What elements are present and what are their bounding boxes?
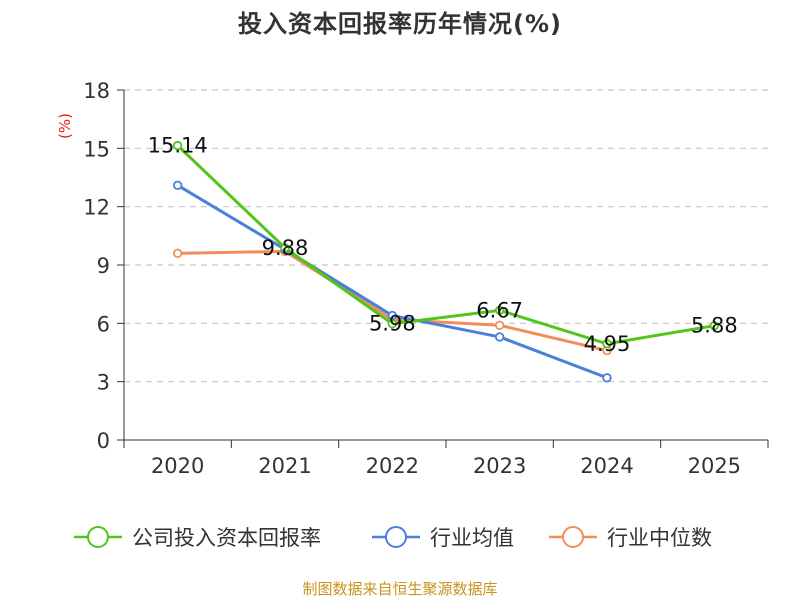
legend-item: 行业均值 xyxy=(372,526,514,550)
axes: 0 3 6 9 12 15 18 (%) 2020 2021 2022 2023 2024 2025 xyxy=(56,79,769,478)
data-point-0 xyxy=(172,140,183,151)
x-tick-label: 2025 xyxy=(688,454,741,478)
y-tick-label: 3 xyxy=(97,371,110,395)
y-tick-label: 9 xyxy=(97,254,110,278)
legend-item: 公司投入资本回报率 xyxy=(74,526,321,550)
y-tick-label: 12 xyxy=(83,196,110,220)
data-point-1 xyxy=(602,373,612,383)
data-point-1 xyxy=(172,180,183,190)
data-label: 5.88 xyxy=(691,314,738,338)
data-labels: 15.14 9.88 5.98 6.67 4.95 5.88 xyxy=(148,134,738,356)
data-point-0 xyxy=(280,243,290,253)
legend-item: 行业中位数 xyxy=(549,526,712,550)
legend-marker xyxy=(562,526,584,548)
data-label: 5.98 xyxy=(369,312,416,336)
data-label: 15.14 xyxy=(148,134,208,158)
data-source-note: 制图数据来自恒生聚源数据库 xyxy=(302,580,498,598)
chart-title: 投入资本回报率历年情况(%) xyxy=(238,10,562,38)
grid-lines xyxy=(124,89,768,383)
legend: 公司投入资本回报率 行业均值 行业中位数 xyxy=(74,526,712,550)
y-axis-label: (%) xyxy=(56,113,74,139)
legend-marker xyxy=(87,526,109,548)
legend-label: 行业均值 xyxy=(430,526,514,550)
legend-label: 行业中位数 xyxy=(607,526,712,550)
legend-label: 公司投入资本回报率 xyxy=(132,526,321,550)
legend-marker xyxy=(385,526,407,548)
data-point-0 xyxy=(709,320,720,331)
series-line-0 xyxy=(176,144,715,346)
y-tick-label: 0 xyxy=(97,429,110,453)
data-label: 4.95 xyxy=(584,332,631,356)
y-tick-label: 18 xyxy=(83,79,110,103)
data-point-0 xyxy=(602,339,612,349)
series-line-1 xyxy=(176,183,608,380)
data-point-1 xyxy=(494,332,505,342)
data-label: 9.88 xyxy=(262,236,309,260)
data-label: 6.67 xyxy=(476,298,523,322)
series-lines xyxy=(172,140,720,383)
y-tick-label: 6 xyxy=(97,312,110,336)
data-point-0 xyxy=(494,305,505,316)
x-tick-label: 2024 xyxy=(580,454,633,478)
data-point-2 xyxy=(172,248,183,259)
x-tick-label: 2023 xyxy=(473,454,526,478)
x-tick-label: 2022 xyxy=(366,454,419,478)
x-tick-label: 2021 xyxy=(258,454,311,478)
data-point-2 xyxy=(494,320,505,330)
x-tick-label: 2020 xyxy=(151,454,204,478)
y-tick-label: 15 xyxy=(83,137,110,161)
data-point-0 xyxy=(387,319,398,329)
